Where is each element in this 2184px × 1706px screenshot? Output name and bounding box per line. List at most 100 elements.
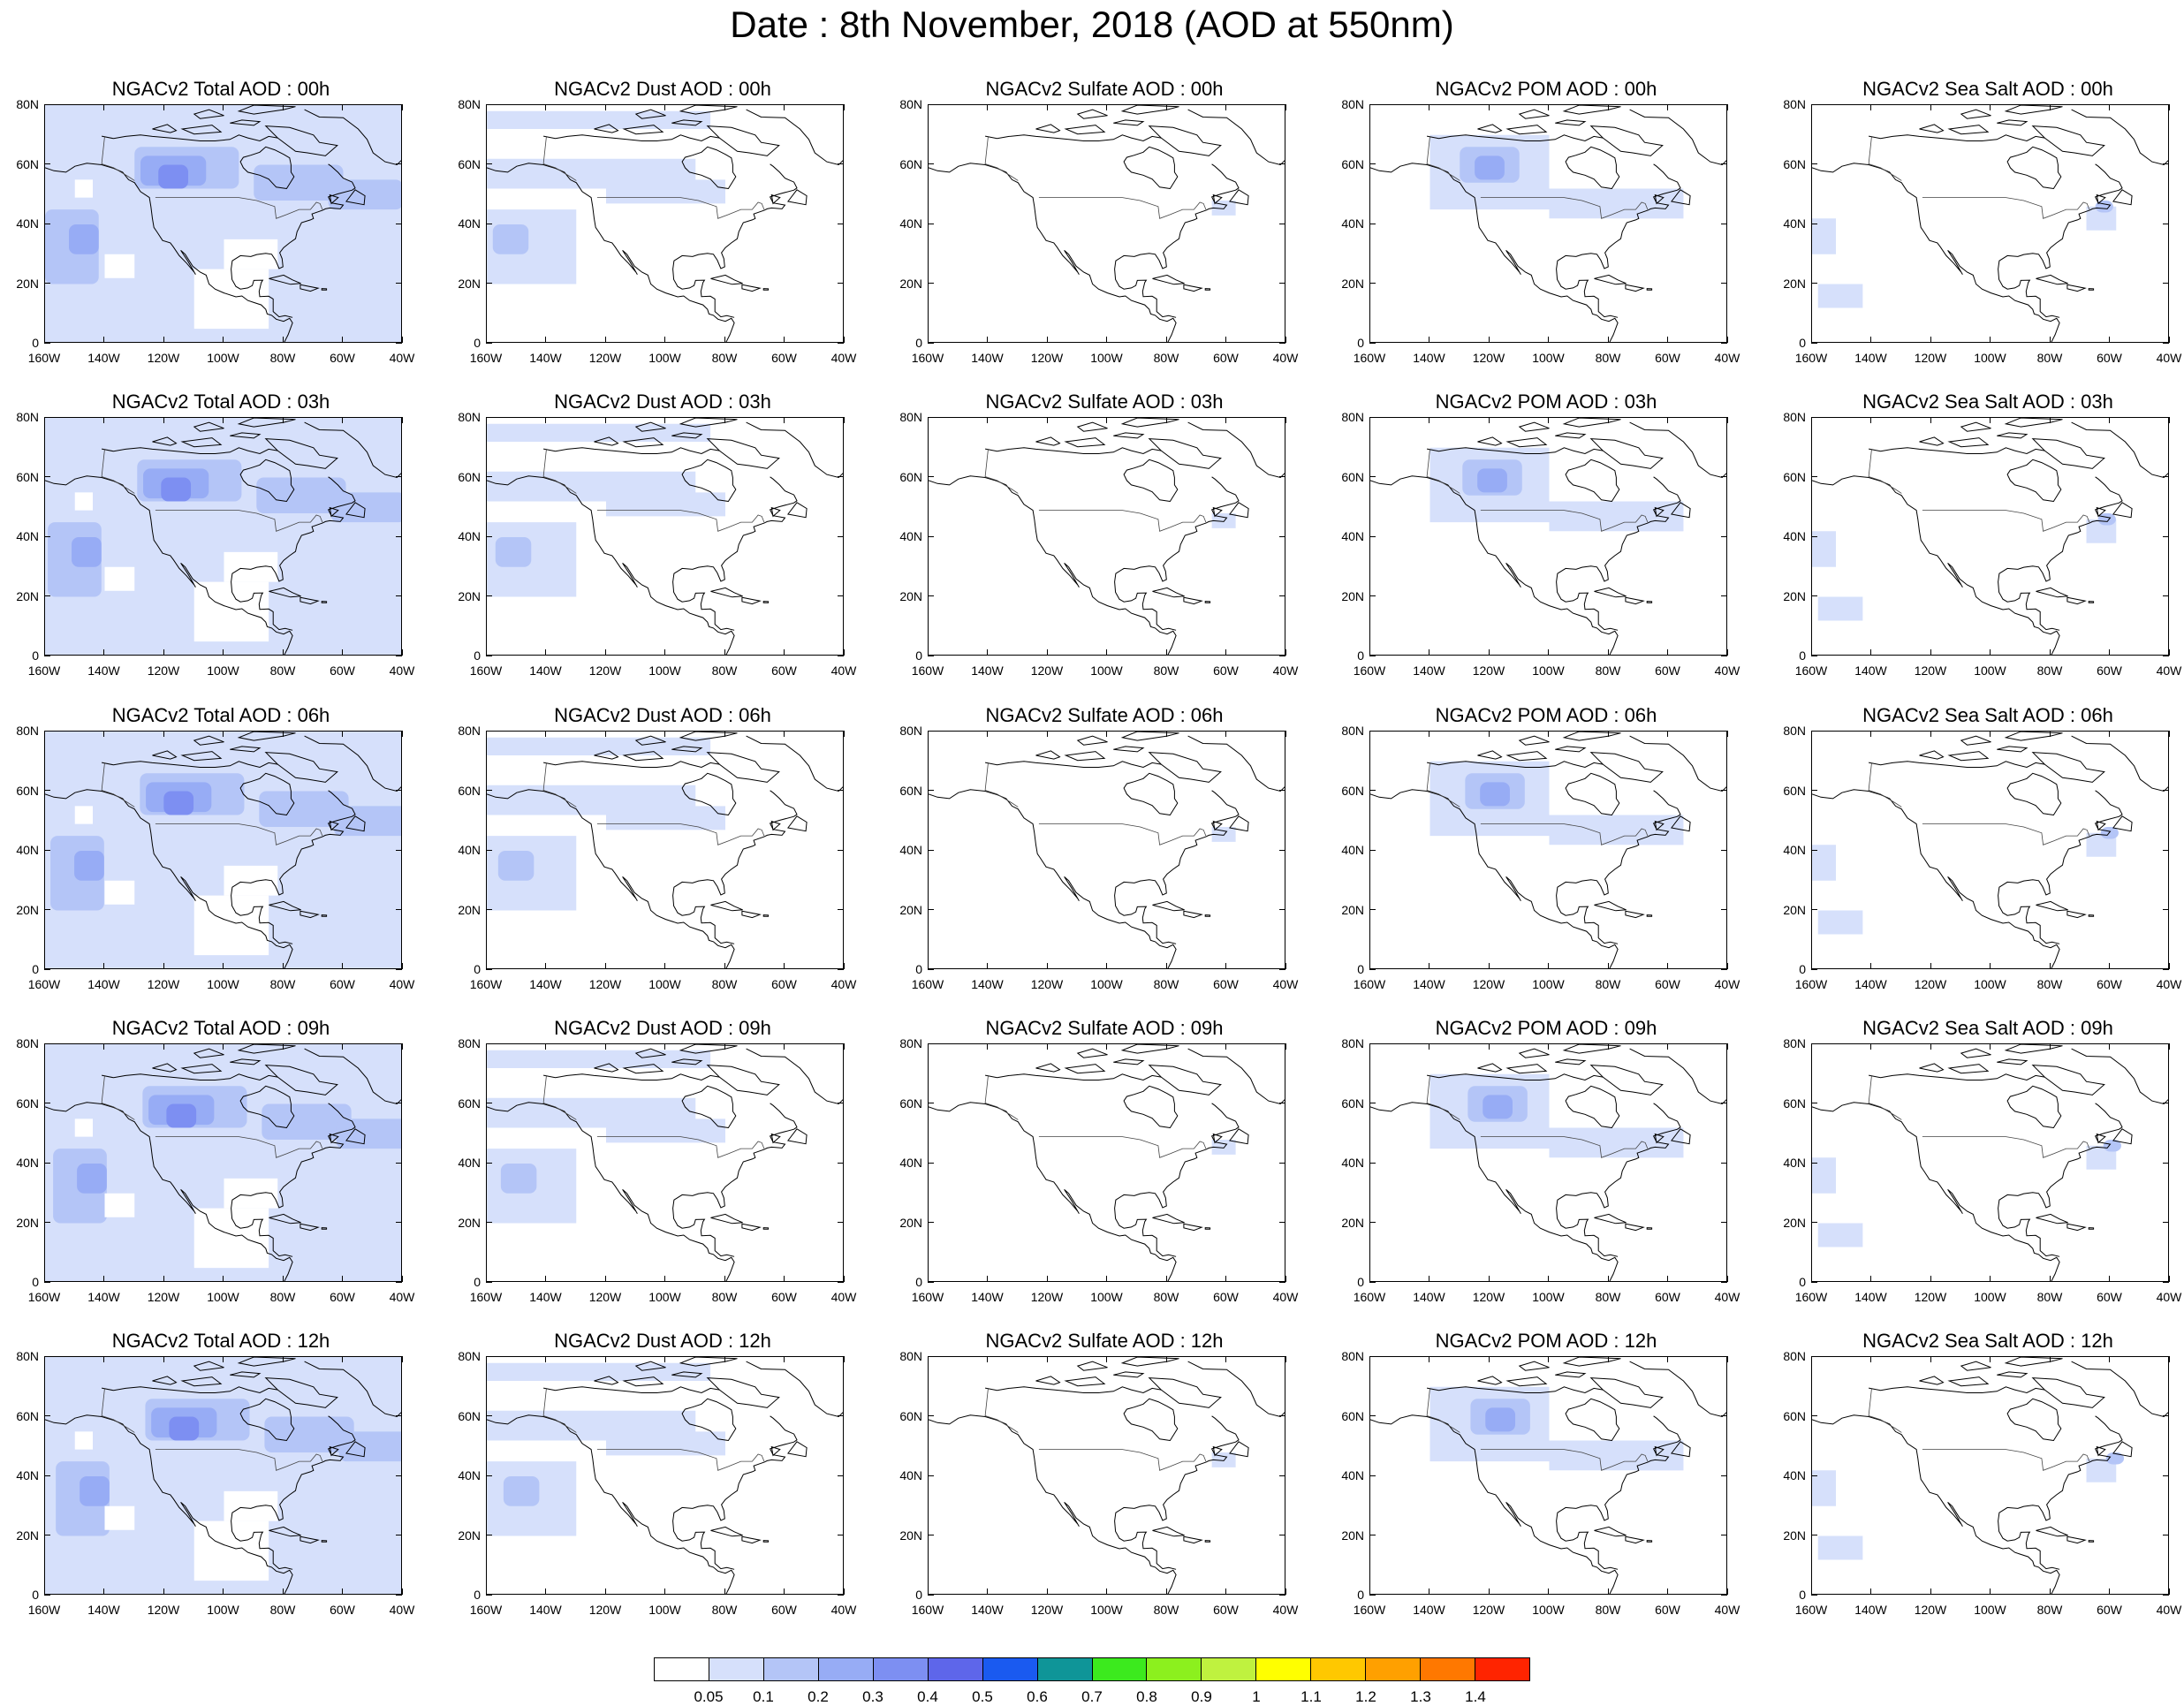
axis-tick (1369, 1222, 1376, 1223)
lat-tick-label: 0 (32, 1275, 39, 1289)
aod-map (45, 105, 401, 342)
axis-tick (1046, 963, 1048, 969)
aod-map (1812, 105, 2168, 342)
axis-tick (1811, 283, 1817, 284)
lat-tick-label: 60N (1341, 156, 1364, 171)
coastline-island (1064, 437, 1106, 448)
coastline-island (710, 587, 743, 598)
coastline-island (2088, 914, 2095, 917)
axis-tick (1369, 163, 1376, 164)
coastline-island (1997, 432, 2029, 439)
lon-tick-label: 140W (1854, 1603, 1887, 1617)
lat-tick-label: 80N (1341, 724, 1364, 738)
coastline-island (1625, 596, 1645, 605)
aod-map (487, 105, 843, 342)
map-panel: NGACv2 Dust AOD : 12h 80N 60N 40N 20N 0 160W 14… (442, 1330, 883, 1639)
axis-tick (282, 337, 284, 343)
axis-tick (1810, 1356, 1812, 1362)
axis-tick (1930, 649, 1931, 656)
axis-tick (396, 909, 402, 910)
aod-region (1812, 531, 1836, 567)
axis-tick (2163, 1475, 2169, 1476)
lat-tick-label: 40N (1341, 216, 1364, 231)
lat-tick-label: 80N (899, 724, 922, 738)
lon-tick-label: 140W (1413, 351, 1445, 365)
axis-tick (43, 1043, 45, 1050)
coastline-island (237, 732, 296, 741)
country-border (1426, 136, 1460, 181)
country-border (101, 1388, 135, 1433)
coastline-east (231, 1415, 356, 1570)
coastline-west (929, 475, 1177, 655)
coastline-west (1370, 163, 1619, 342)
lon-tick-label: 60W (2097, 351, 2122, 365)
coastline-island (1505, 125, 1548, 135)
axis-tick (927, 731, 929, 737)
coastline-island (1035, 750, 1061, 760)
coastline-island (2112, 189, 2133, 206)
lon-tick-label: 160W (911, 351, 944, 365)
aod-region (487, 110, 711, 129)
coastline-greenland (1187, 1361, 1285, 1418)
axis-tick (928, 1594, 934, 1596)
coastline-island (706, 438, 780, 469)
country-border (596, 823, 765, 845)
colorbar-label: 0.5 (972, 1688, 993, 1705)
lon-tick-label: 100W (1532, 663, 1565, 678)
axis-tick (838, 163, 844, 164)
lat-tick-label: 20N (16, 1215, 39, 1230)
axis-tick (223, 649, 224, 656)
axis-tick (44, 849, 50, 851)
axis-tick (1106, 649, 1107, 656)
coastline-greenland (746, 735, 843, 792)
coastline-island (264, 1065, 338, 1096)
aod-clear-region (104, 1505, 135, 1530)
coastline-arctic (543, 447, 720, 455)
country-border (1426, 762, 1460, 808)
coastline-island (1594, 1213, 1627, 1225)
axis-tick (604, 1276, 606, 1282)
colorbar-box (1037, 1658, 1093, 1680)
aod-clear-region (74, 1118, 93, 1137)
axis-tick (928, 535, 934, 537)
lon-tick-label: 120W (1914, 663, 1947, 678)
coastline-west (487, 475, 735, 655)
axis-tick (1721, 909, 1727, 910)
axis-tick (1548, 649, 1549, 656)
axis-tick (1721, 163, 1727, 164)
coastline-island (1212, 1445, 1223, 1457)
coastline-island (1229, 1441, 1249, 1458)
coastline-greenland (1629, 735, 1726, 792)
axis-tick (1667, 104, 1668, 110)
lon-tick-label: 100W (1090, 663, 1123, 678)
aod-map (1812, 1357, 2168, 1594)
lon-tick-label: 60W (2097, 977, 2122, 991)
lon-tick-label: 100W (207, 977, 239, 991)
aod-clear-region (193, 1208, 269, 1269)
coastline-island (152, 750, 178, 760)
lat-tick-label: 0 (474, 648, 481, 663)
coastline-island (2066, 596, 2087, 605)
aod-map (45, 732, 401, 968)
axis-tick (1721, 283, 1727, 284)
coastline-arctic (985, 447, 1162, 455)
axis-tick (1721, 1355, 1727, 1357)
axis-tick (163, 649, 164, 656)
axis-tick (1488, 1276, 1490, 1282)
country-border (101, 762, 135, 808)
lon-tick-label: 120W (588, 351, 622, 365)
lat-tick-label: 20N (1783, 1528, 1806, 1543)
axis-tick (1225, 337, 1226, 343)
axis-tick (223, 417, 224, 423)
axis-tick (223, 963, 224, 969)
coastline-island (1477, 750, 1503, 760)
coastline-east (1556, 163, 1681, 318)
map-plot-area (1811, 417, 2169, 656)
panel-title: NGACv2 Dust AOD : 03h (554, 390, 771, 413)
lon-tick-label: 160W (1353, 977, 1386, 991)
coastline-island (2112, 815, 2133, 832)
coastline-hudson-bay (1565, 459, 1620, 503)
axis-tick (485, 1276, 487, 1282)
coastline-island (1183, 1223, 1203, 1232)
lon-tick-label: 100W (1974, 663, 2006, 678)
